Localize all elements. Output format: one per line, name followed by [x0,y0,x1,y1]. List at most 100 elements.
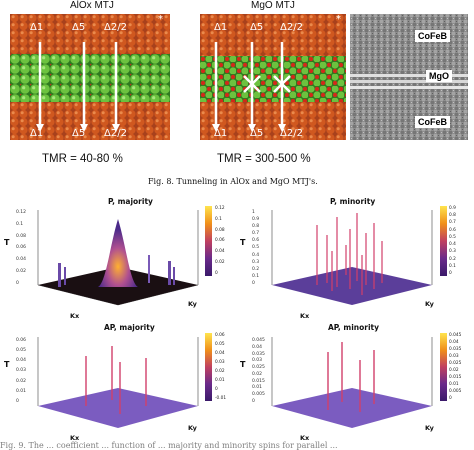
plot3-zticks: 0.06 0.05 0.04 0.03 0.02 0.01 0 [16,338,32,404]
plot3-colorbar-ticks: 0.06 0.05 0.04 0.03 0.02 0.01 0 -0.01 [215,333,235,401]
plot4-cbar-tick: 0.02 [449,368,459,373]
plot4-ztick: 0.03 [252,358,263,364]
plot4-ztick: 0.015 [252,378,265,384]
plot4-ztick: 0.04 [252,344,263,350]
plot-title-ap-minority: AP, minority [328,323,380,332]
plot3-cbar-tick: 0.06 [215,333,225,338]
plot-title-ap-majority: AP, majority [104,323,155,332]
alox-delta-5-top: Δ5 [72,22,86,33]
plot3-cbar-tick: 0.04 [215,351,225,356]
plot1-surface [28,205,208,315]
plot4-ztick: 0.01 [252,385,263,391]
tem-label-mgo: MgO [426,70,452,82]
plot3-ztick: 0.01 [16,388,27,394]
plot1-cbar-tick: 0 [215,270,218,276]
plot1-colorbar-ticks: 0.12 0.1 0.08 0.06 0.04 0.02 0 [215,206,235,276]
plot1-svg [37,210,199,306]
plot4-zlabel: T [240,360,246,369]
plot1-cbar-tick: 0.02 [215,260,225,266]
plot1-ztick: 0.06 [16,245,27,251]
plot2-svg [271,210,433,305]
plot3-zlabel: T [4,360,10,369]
plot2-ztick: 1 [252,210,255,215]
plot2-cbar-tick: 0.2 [449,256,456,262]
plot4-surface [262,332,442,436]
plot2-surface [262,205,442,315]
tmr-mgo: TMR = 300-500 % [217,153,311,165]
plot2-ztick: 0 [252,280,255,286]
plot3-ylabel: Ky [188,424,197,432]
plot4-ylabel: Ky [425,424,434,432]
plot2-colorbar [440,206,447,276]
mgo-delta-1-top: Δ1 [214,22,228,33]
plot4-cbar-tick: 0.015 [449,375,462,380]
plot2-cbar-tick: 0.7 [449,220,456,226]
alox-delta-1-bottom: Δ1 [30,128,44,139]
plot2-ztick: 0.2 [252,266,260,272]
plot4-cbar-tick: 0.035 [449,347,462,352]
plot1-cbar-tick: 0.06 [215,238,225,244]
plot2-ztick: 0.9 [252,217,260,223]
plot2-ztick: 0.1 [252,273,260,279]
plot1-ztick: 0.12 [16,210,27,215]
plot4-xlabel: Kx [300,434,310,442]
plot3-cbar-tick: 0.02 [215,369,225,374]
mgo-lattice-svg [200,14,346,140]
plot4-ztick: 0 [252,398,255,404]
alox-lattice-svg [10,14,170,140]
alox-delta-2-bottom: Δ2/2 [104,128,127,139]
plot1-cbar-tick: 0.08 [215,227,225,233]
plot2-colorbar-ticks: 0.9 0.8 0.7 0.6 0.5 0.4 0.3 0.2 0.1 0 [449,206,469,276]
plot-title-p-majority: P, majority [108,197,153,206]
plot4-ztick: 0.005 [252,392,265,398]
mgo-asterisk: * [336,14,341,25]
plot1-ztick: 0 [16,280,19,286]
plot1-colorbar [205,206,212,276]
plot4-cbar-tick: 0.045 [449,333,462,338]
plot3-ztick: 0.04 [16,358,27,364]
plot3-ztick: 0.03 [16,368,27,374]
tem-label-cofeb-bottom: CoFeB [415,116,450,128]
plot2-ztick: 0.8 [252,224,260,230]
plot4-colorbar [440,333,447,401]
plot2-ztick: 0.6 [252,238,260,244]
mgo-delta-5-bottom: Δ5 [250,128,264,139]
plot3-cbar-tick: 0.03 [215,360,225,365]
alox-delta-1-top: Δ1 [30,22,44,33]
plot4-svg [271,337,433,428]
plot1-cbar-tick: 0.04 [215,249,225,255]
mgo-delta-2-top: Δ2/2 [280,22,303,33]
plot2-cbar-tick: 0 [449,270,452,276]
plot3-surface [28,332,208,436]
plot3-ztick: 0.02 [16,378,27,384]
plot2-ztick: 0.5 [252,245,260,251]
plot2-cbar-tick: 0.9 [449,206,456,211]
plot4-cbar-tick: 0 [449,396,452,401]
plot2-cbar-tick: 0.5 [449,234,456,240]
plot3-xlabel: Kx [70,434,80,442]
alox-lattice-image [10,14,170,140]
plot4-ztick: 0.035 [252,351,265,357]
plot3-cbar-tick: 0 [215,387,218,392]
alox-asterisk: * [158,14,163,25]
figure-8-caption: Fig. 8. Tunneling in AlOx and MgO MTJ's. [148,177,318,186]
mgo-lattice-image [200,14,346,140]
plot3-ztick: 0 [16,398,19,404]
plot3-colorbar [205,333,212,401]
plot4-cbar-tick: 0.025 [449,361,462,366]
plot1-xlabel: Kx [70,312,80,320]
plot-title-p-minority: P, minority [330,197,376,206]
mgo-title: MgO MTJ [251,0,295,11]
plot4-cbar-tick: 0.04 [449,340,459,345]
plot2-cbar-tick: 0.8 [449,213,456,219]
plot2-ztick: 0.7 [252,231,260,237]
alox-title: AlOx MTJ [70,0,114,11]
plot2-cbar-tick: 0.6 [449,227,456,233]
plot4-cbar-tick: 0.01 [449,382,459,387]
mgo-delta-5-top: Δ5 [250,22,264,33]
alox-delta-2-top: Δ2/2 [104,22,127,33]
plot2-xlabel: Kx [300,312,310,320]
plot2-cbar-tick: 0.1 [449,263,456,269]
plot4-cbar-tick: 0.03 [449,354,459,359]
plot4-ztick: 0.025 [252,365,265,371]
